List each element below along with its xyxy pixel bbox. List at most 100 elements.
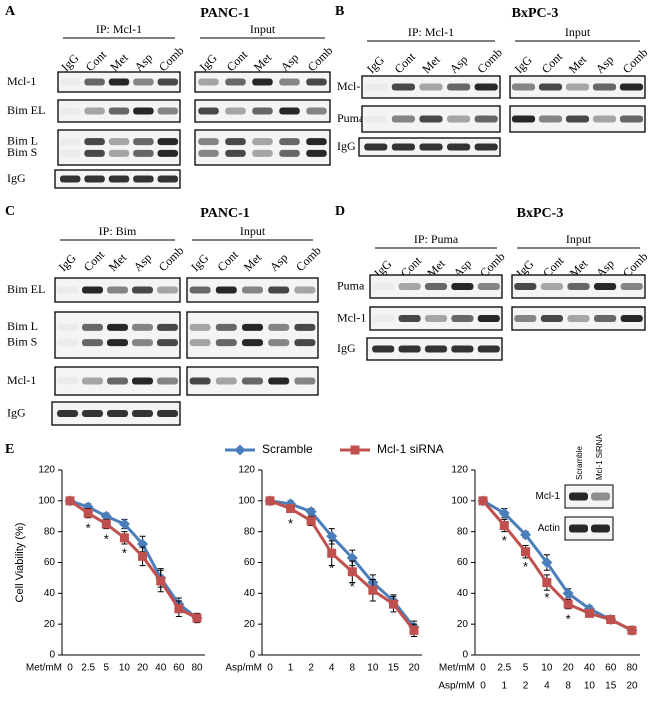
panel-title: BxPC-3 <box>512 6 559 21</box>
blot-band <box>57 323 78 331</box>
blot-band <box>364 143 388 151</box>
blot-band <box>364 83 388 91</box>
blot-box <box>509 75 646 99</box>
blot-band <box>447 143 471 151</box>
blot-band <box>189 286 211 294</box>
blot-band <box>198 149 219 157</box>
blot-band <box>57 286 78 294</box>
blot-band <box>59 149 81 157</box>
lane-label: IgG <box>197 51 220 74</box>
inset-row-label: Actin <box>538 523 560 534</box>
y-tick-label: 20 <box>44 619 56 630</box>
row-label: Bim EL <box>7 103 45 117</box>
data-point <box>192 613 202 623</box>
blot-band <box>59 175 81 183</box>
blot-band <box>84 107 105 115</box>
data-point <box>65 496 75 506</box>
inset-lane-label: Mcl-1 SiRNA <box>595 434 604 480</box>
blot-band <box>133 175 154 183</box>
blot-band <box>82 377 103 385</box>
blot-band <box>294 339 316 347</box>
data-point <box>327 548 337 558</box>
blot-band <box>107 323 128 331</box>
lane-label: Met <box>251 50 275 74</box>
y-tick-label: 40 <box>457 588 469 599</box>
blot-band <box>107 410 128 417</box>
data-point <box>606 615 616 625</box>
blot-band <box>569 492 588 501</box>
row-label: IgG <box>337 341 356 355</box>
blot-band <box>108 138 130 146</box>
row-label: Bim L <box>7 133 38 147</box>
blot-band <box>198 138 219 146</box>
lane-label: Met <box>106 250 130 274</box>
blot-band <box>84 138 105 146</box>
data-point <box>347 567 357 577</box>
y-tick-label: 60 <box>44 557 56 568</box>
legend-marker <box>350 445 360 455</box>
ip-header: IP: Mcl-1 <box>408 25 454 39</box>
lane-label: Met <box>566 52 590 76</box>
blot-band <box>107 339 128 347</box>
lane-label: Comb <box>474 45 505 76</box>
blot-band <box>132 377 153 385</box>
x-tick-label: 60 <box>605 663 617 674</box>
x-tick-label: 1 <box>502 681 508 692</box>
lane-label: IgG <box>56 251 79 274</box>
blot-band <box>198 78 219 86</box>
x-tick-label: 10 <box>367 663 379 674</box>
data-point <box>521 547 531 557</box>
blot-band <box>189 377 211 385</box>
blot-band <box>474 115 498 123</box>
x-tick-label: 20 <box>626 681 638 692</box>
blot-band <box>57 410 78 417</box>
blot-box <box>194 129 331 166</box>
lane-label: Met <box>419 52 443 76</box>
blot-band <box>133 149 154 157</box>
blot-band <box>133 138 154 146</box>
row-label: Mcl-1 <box>7 74 36 88</box>
blot-band <box>594 283 617 290</box>
blot-band <box>157 175 179 183</box>
blot-band <box>252 138 273 146</box>
blot-band <box>279 149 300 157</box>
blot-band <box>82 323 103 331</box>
significance-mark: * <box>502 533 507 548</box>
blot-band <box>82 339 103 347</box>
blot-band <box>306 138 327 146</box>
blot-band <box>424 345 448 353</box>
blot-band <box>108 149 130 157</box>
panel-letter: A <box>5 4 16 19</box>
data-point <box>174 604 184 614</box>
data-point <box>265 496 275 506</box>
significance-mark: * <box>544 590 549 605</box>
data-point <box>499 521 509 530</box>
significance-mark: * <box>288 516 293 531</box>
blot-band <box>132 339 153 347</box>
panel-letter: B <box>335 4 344 19</box>
blot-band <box>157 410 178 417</box>
blot-band <box>133 107 154 115</box>
blot-band <box>108 107 130 115</box>
blot-band <box>398 345 421 353</box>
x-tick-label: 8 <box>350 663 356 674</box>
blot-band <box>225 107 246 115</box>
data-point <box>118 518 130 530</box>
ip-header: IP: Bim <box>99 224 137 238</box>
blot-band <box>447 83 471 91</box>
blot-band <box>592 83 617 91</box>
blot-band <box>132 286 153 294</box>
y-tick-label: 120 <box>238 465 255 476</box>
x-tick-label: 80 <box>626 663 638 674</box>
blot-band <box>451 283 474 290</box>
lane-label: Cont <box>83 47 110 74</box>
y-tick-label: 120 <box>451 465 468 476</box>
blot-band <box>619 115 644 123</box>
blot-band <box>242 286 263 294</box>
ip-header: IP: Puma <box>414 232 459 246</box>
blot-band <box>268 286 290 294</box>
x-tick-label: 20 <box>408 663 420 674</box>
data-point <box>541 557 553 568</box>
x-tick-label: 20 <box>563 663 575 674</box>
